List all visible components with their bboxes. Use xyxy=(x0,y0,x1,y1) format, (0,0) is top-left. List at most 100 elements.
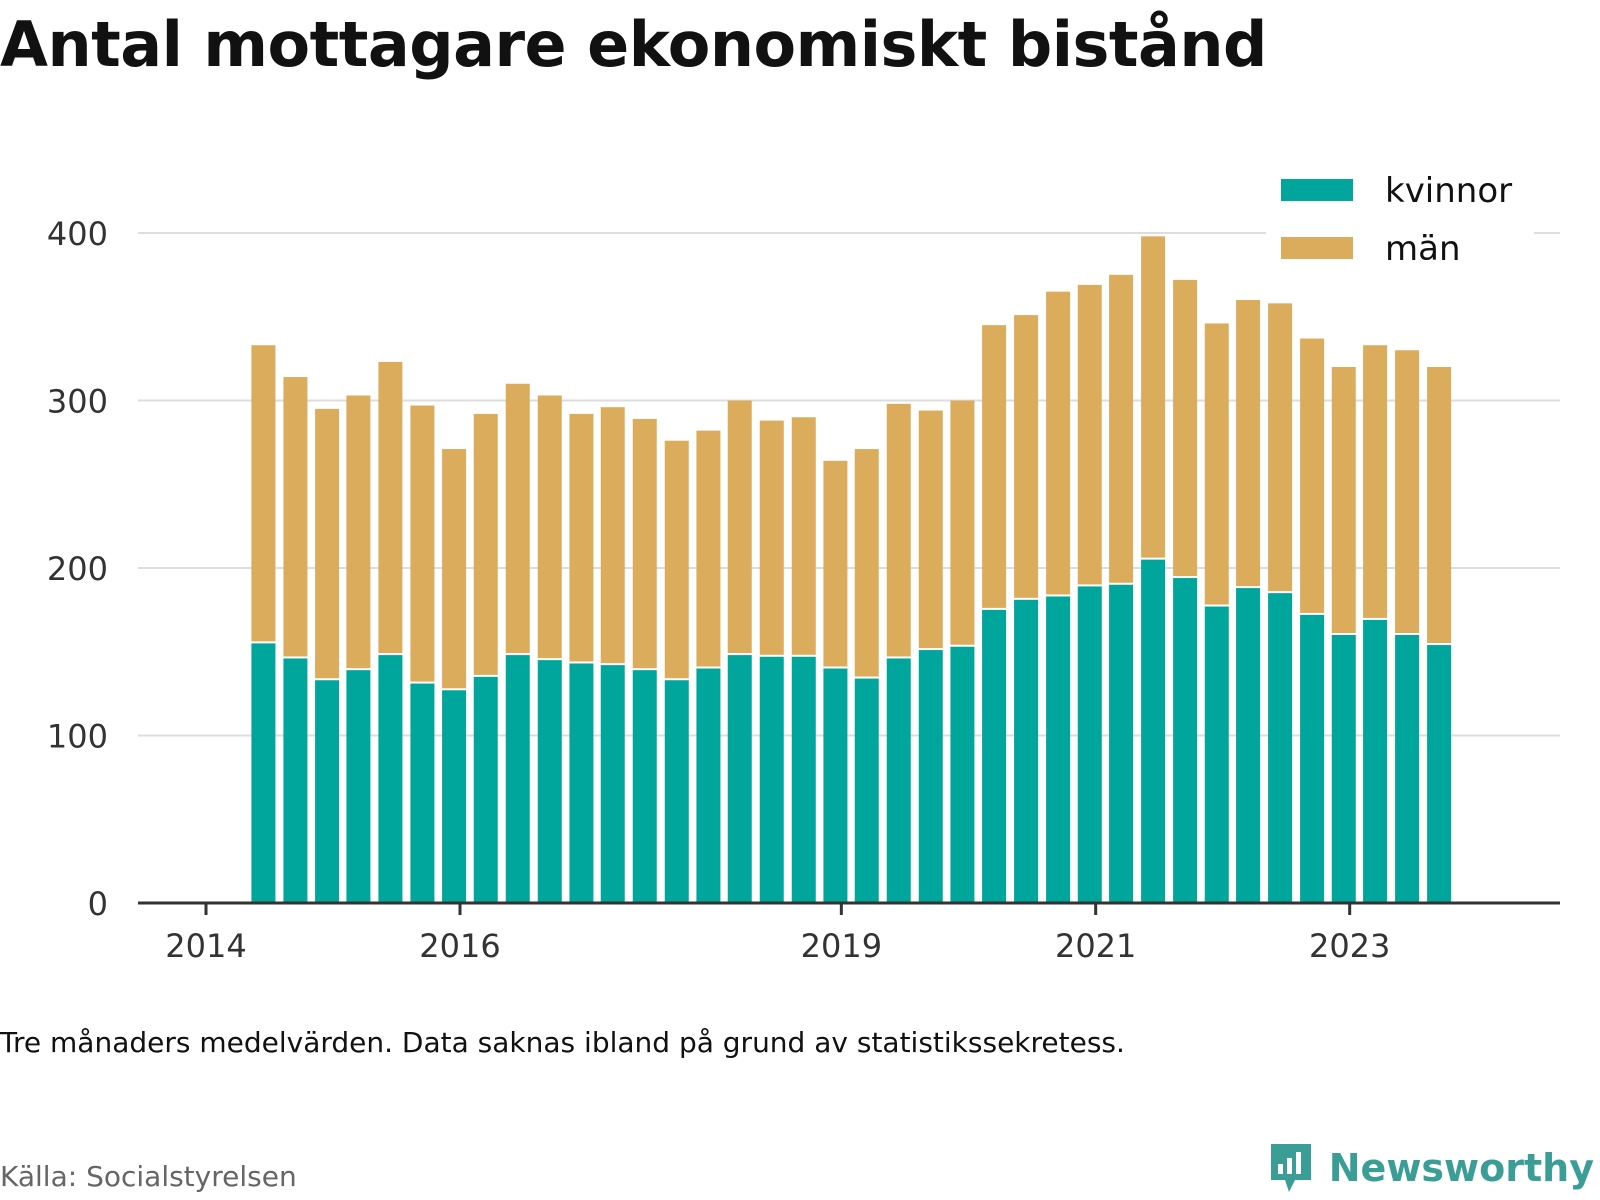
bar-kvinnor xyxy=(346,670,371,903)
y-tick-label: 200 xyxy=(47,550,108,588)
bar-man xyxy=(505,383,530,654)
bar-man xyxy=(854,449,879,677)
bar-kvinnor xyxy=(1077,586,1102,903)
bar-man xyxy=(1236,300,1261,587)
brand-name: Newsworthy xyxy=(1328,1146,1594,1190)
bar-kvinnor xyxy=(1046,596,1071,903)
legend-swatch xyxy=(1281,237,1353,259)
bar-man xyxy=(378,361,403,654)
bar-man xyxy=(1300,338,1325,613)
legend-swatch xyxy=(1281,179,1353,201)
bar-kvinnor xyxy=(1014,599,1039,903)
bar-kvinnor xyxy=(759,656,784,903)
bar-kvinnor xyxy=(1395,635,1420,903)
bar-man xyxy=(346,395,371,669)
bar-kvinnor xyxy=(1236,588,1261,903)
bar-kvinnor xyxy=(600,665,625,903)
bar-kvinnor xyxy=(696,668,721,903)
bar-kvinnor xyxy=(982,609,1007,903)
bar-man xyxy=(791,417,816,655)
bar-kvinnor xyxy=(791,656,816,903)
bar-man xyxy=(473,413,498,675)
page-title: Antal mottagare ekonomiskt bistånd xyxy=(0,8,1267,81)
legend-label: män xyxy=(1385,229,1461,269)
bar-man xyxy=(569,413,594,662)
bar-man xyxy=(823,460,848,667)
bar-kvinnor xyxy=(727,655,752,903)
y-tick-label: 400 xyxy=(47,215,108,253)
bar-kvinnor xyxy=(537,660,562,903)
bar-man xyxy=(283,377,308,657)
chart-note: Tre månaders medelvärden. Data saknas ib… xyxy=(0,1026,1125,1059)
bar-man xyxy=(1204,323,1229,605)
bar-kvinnor xyxy=(918,650,943,903)
y-tick-label: 0 xyxy=(88,885,108,923)
axes: 0 100 200 300 400 2014 2016 2019 2021 2023 xyxy=(47,215,1560,965)
bar-man xyxy=(315,408,340,679)
bar-kvinnor xyxy=(315,680,340,903)
y-tick-label: 100 xyxy=(47,718,108,756)
bar-man xyxy=(1141,236,1166,558)
bar-kvinnor xyxy=(473,676,498,903)
bar-man xyxy=(1077,284,1102,585)
bar-man xyxy=(1268,303,1293,592)
bar-kvinnor xyxy=(410,683,435,903)
bar-man xyxy=(918,410,943,649)
bars xyxy=(251,236,1452,903)
bar-man xyxy=(886,403,911,657)
bar-man xyxy=(950,400,975,645)
bar-kvinnor xyxy=(1141,559,1166,903)
bar-kvinnor xyxy=(823,668,848,903)
x-tick-label: 2014 xyxy=(165,927,246,965)
bar-kvinnor xyxy=(1268,593,1293,903)
bar-man xyxy=(1331,367,1356,633)
bar-man xyxy=(251,345,276,642)
bar-kvinnor xyxy=(1363,619,1388,903)
bar-kvinnor xyxy=(569,663,594,903)
y-tick-label: 300 xyxy=(47,383,108,421)
bar-kvinnor xyxy=(950,646,975,903)
bar-man xyxy=(696,430,721,667)
bar-man xyxy=(600,407,625,664)
bar-kvinnor xyxy=(378,655,403,903)
bar-man xyxy=(1427,367,1452,644)
bar-man xyxy=(1109,274,1134,583)
bar-kvinnor xyxy=(505,655,530,903)
bar-kvinnor xyxy=(886,658,911,903)
bar-man xyxy=(727,400,752,654)
x-tick-label: 2023 xyxy=(1309,927,1390,965)
brand-logo: Newsworthy xyxy=(1267,1140,1594,1196)
legend-label: kvinnor xyxy=(1385,171,1512,211)
newsworthy-chart-logo-icon xyxy=(1270,1144,1311,1192)
bar-man xyxy=(982,325,1007,608)
bar-man xyxy=(442,449,467,689)
bar-kvinnor xyxy=(664,680,689,903)
legend: kvinnor män xyxy=(1266,160,1534,276)
bar-kvinnor xyxy=(251,643,276,903)
bar-man xyxy=(1014,315,1039,598)
bar-kvinnor xyxy=(632,670,657,903)
bar-kvinnor xyxy=(442,690,467,903)
bar-man xyxy=(410,405,435,682)
x-tick-label: 2019 xyxy=(801,927,882,965)
bar-man xyxy=(1173,279,1198,577)
source-credit: Källa: Socialstyrelsen xyxy=(0,1160,297,1193)
bar-man xyxy=(664,440,689,679)
bar-kvinnor xyxy=(1204,606,1229,903)
bar-man xyxy=(1046,291,1071,595)
bar-kvinnor xyxy=(1109,584,1134,903)
bar-kvinnor xyxy=(854,678,879,903)
bar-man xyxy=(1363,345,1388,618)
bar-man xyxy=(1395,350,1420,633)
bar-kvinnor xyxy=(1173,578,1198,903)
bar-man xyxy=(759,420,784,655)
x-tick-label: 2016 xyxy=(419,927,500,965)
bar-man xyxy=(632,418,657,669)
bar-man xyxy=(537,395,562,659)
bar-kvinnor xyxy=(1331,635,1356,903)
bar-kvinnor xyxy=(1300,614,1325,903)
x-tick-label: 2021 xyxy=(1055,927,1136,965)
bar-kvinnor xyxy=(283,658,308,903)
bar-kvinnor xyxy=(1427,645,1452,903)
